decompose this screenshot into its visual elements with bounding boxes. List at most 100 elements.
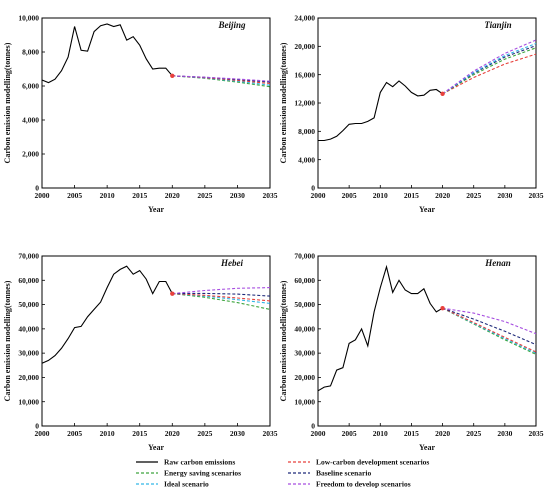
raw-emissions-line [317,264,443,392]
y-tick-label: 0 [35,422,39,431]
y-tick-label: 8,000 [22,48,39,57]
x-tick-label: 2030 [230,191,245,200]
plot-frame [41,17,271,189]
legend-label: Baseline scenario [316,469,371,478]
panel-title: Tianjin [484,20,511,30]
y-axis-label: Carbon emission modelling(tonnes) [279,42,288,163]
y-tick-label: 20,000 [18,373,39,382]
x-tick-label: 2035 [529,191,544,200]
x-tick-label: 2020 [435,429,450,438]
data-point-2020 [170,73,175,79]
x-tick-label: 2015 [132,191,147,200]
x-tick-label: 2010 [100,429,115,438]
projection-line-energy-saving-scenarios [172,75,271,88]
x-tick-label: 2020 [435,191,450,200]
projection-line-ideal-scenario [172,75,271,86]
legend-label: Freedom to develop scenarios [316,480,411,489]
projection-line-energy-saving-scenarios [172,293,271,310]
x-tick-label: 2035 [263,429,278,438]
y-tick-label: 30,000 [294,349,315,358]
x-tick-label: 2015 [404,191,419,200]
y-tick-label: 40,000 [18,324,39,333]
x-tick-label: 2020 [165,429,180,438]
x-tick-label: 2025 [197,191,212,200]
legend-item: Baseline scenario [288,469,371,478]
y-tick-label: 10,000 [294,397,315,406]
raw-emissions-line [41,265,173,364]
chart-panels: 2000 2005 2010 2015 2020 2025 2030 2035 0 2,000 4,… [3,14,544,452]
legend-label: Ideal scenario [164,480,209,489]
y-tick-label: 50,000 [18,300,39,309]
legend-item: Ideal scenario [136,480,209,489]
projection-line-low-carbon-development-scenarios [172,75,271,85]
x-tick-label: 2000 [311,191,326,200]
y-axis-label: Carbon emission modelling(tonnes) [3,42,12,163]
y-tick-label: 12,000 [294,99,315,108]
projection-line-energy-saving-scenarios [442,47,537,95]
x-tick-label: 2010 [373,191,388,200]
y-tick-label: 16,000 [294,70,315,79]
x-axis-label: Year [148,443,164,452]
x-axis-label: Year [419,443,435,452]
y-tick-label: 20,000 [294,42,315,51]
projection-line-freedom-to-develop-scenarios [172,287,271,295]
projection-line-low-carbon-development-scenarios [442,307,537,353]
x-tick-label: 2035 [529,429,544,438]
y-tick-label: 4,000 [298,155,315,164]
projection-line-low-carbon-development-scenarios [442,53,537,95]
y-tick-label: 60,000 [18,276,39,285]
legend-item: Raw carbon emissions [136,458,235,467]
x-tick-label: 2015 [404,429,419,438]
panel-title: Henan [484,258,511,268]
raw-emissions-line [41,23,173,84]
y-tick-label: 10,000 [18,397,39,406]
x-tick-label: 2000 [35,429,50,438]
x-tick-label: 2015 [132,429,147,438]
x-axis-label: Year [419,205,435,214]
data-point-2020 [170,291,175,296]
y-tick-label: 24,000 [294,14,315,23]
projection-line-freedom-to-develop-scenarios [172,75,271,82]
y-tick-label: 8,000 [298,127,315,136]
data-point-2020 [440,306,445,311]
y-tick-label: 0 [35,184,39,193]
x-tick-label: 2000 [311,429,326,438]
legend-label: Low-carbon development scenarios [316,458,429,467]
x-axis-label: Year [148,205,164,214]
chart-panel-beijing: 2000 2005 2010 2015 2020 2025 2030 2035 0 2,000 4,… [3,14,278,214]
y-axis-label: Carbon emission modelling(tonnes) [3,280,12,401]
projection-line-freedom-to-develop-scenarios [442,39,537,95]
y-tick-label: 0 [311,184,315,193]
data-point-2020 [440,91,445,96]
x-tick-label: 2005 [342,429,357,438]
y-tick-label: 10,000 [18,14,39,23]
y-tick-label: 60,000 [294,276,315,285]
y-tick-label: 50,000 [294,300,315,309]
x-tick-label: 2000 [35,191,50,200]
x-tick-label: 2030 [497,429,512,438]
panel-title: Hebei [220,258,243,268]
projection-line-baseline-scenario [172,75,271,83]
y-tick-label: 20,000 [294,373,315,382]
legend-label: Energy saving scenarios [164,469,241,478]
y-tick-label: 70,000 [18,252,39,261]
legend-item: Freedom to develop scenarios [288,480,411,489]
x-tick-label: 2010 [373,429,388,438]
projection-line-low-carbon-development-scenarios [172,293,271,302]
x-tick-label: 2020 [165,191,180,200]
projection-line-baseline-scenario [442,307,537,346]
x-tick-label: 2025 [466,191,481,200]
x-tick-label: 2030 [497,191,512,200]
panel-title: Beijing [217,20,246,30]
x-tick-label: 2025 [197,429,212,438]
projection-line-ideal-scenario [172,293,271,304]
x-tick-label: 2030 [230,429,245,438]
plot-frame [317,17,537,189]
projection-line-baseline-scenario [172,292,271,297]
plot-frame [41,255,271,427]
y-axis-label: Carbon emission modelling(tonnes) [279,280,288,401]
x-tick-label: 2005 [342,191,357,200]
y-tick-label: 6,000 [22,82,39,91]
chart-panel-henan: 2000 2005 2010 2015 2020 2025 2030 2035 0 10,000 2… [279,252,544,452]
